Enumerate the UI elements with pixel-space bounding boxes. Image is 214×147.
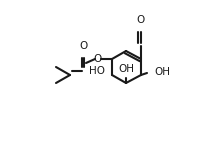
Text: O: O [80,41,88,51]
Text: O: O [94,54,102,64]
Text: OH: OH [118,64,134,74]
Text: O: O [137,15,145,25]
Text: OH: OH [154,67,170,77]
Text: HO: HO [89,66,105,76]
